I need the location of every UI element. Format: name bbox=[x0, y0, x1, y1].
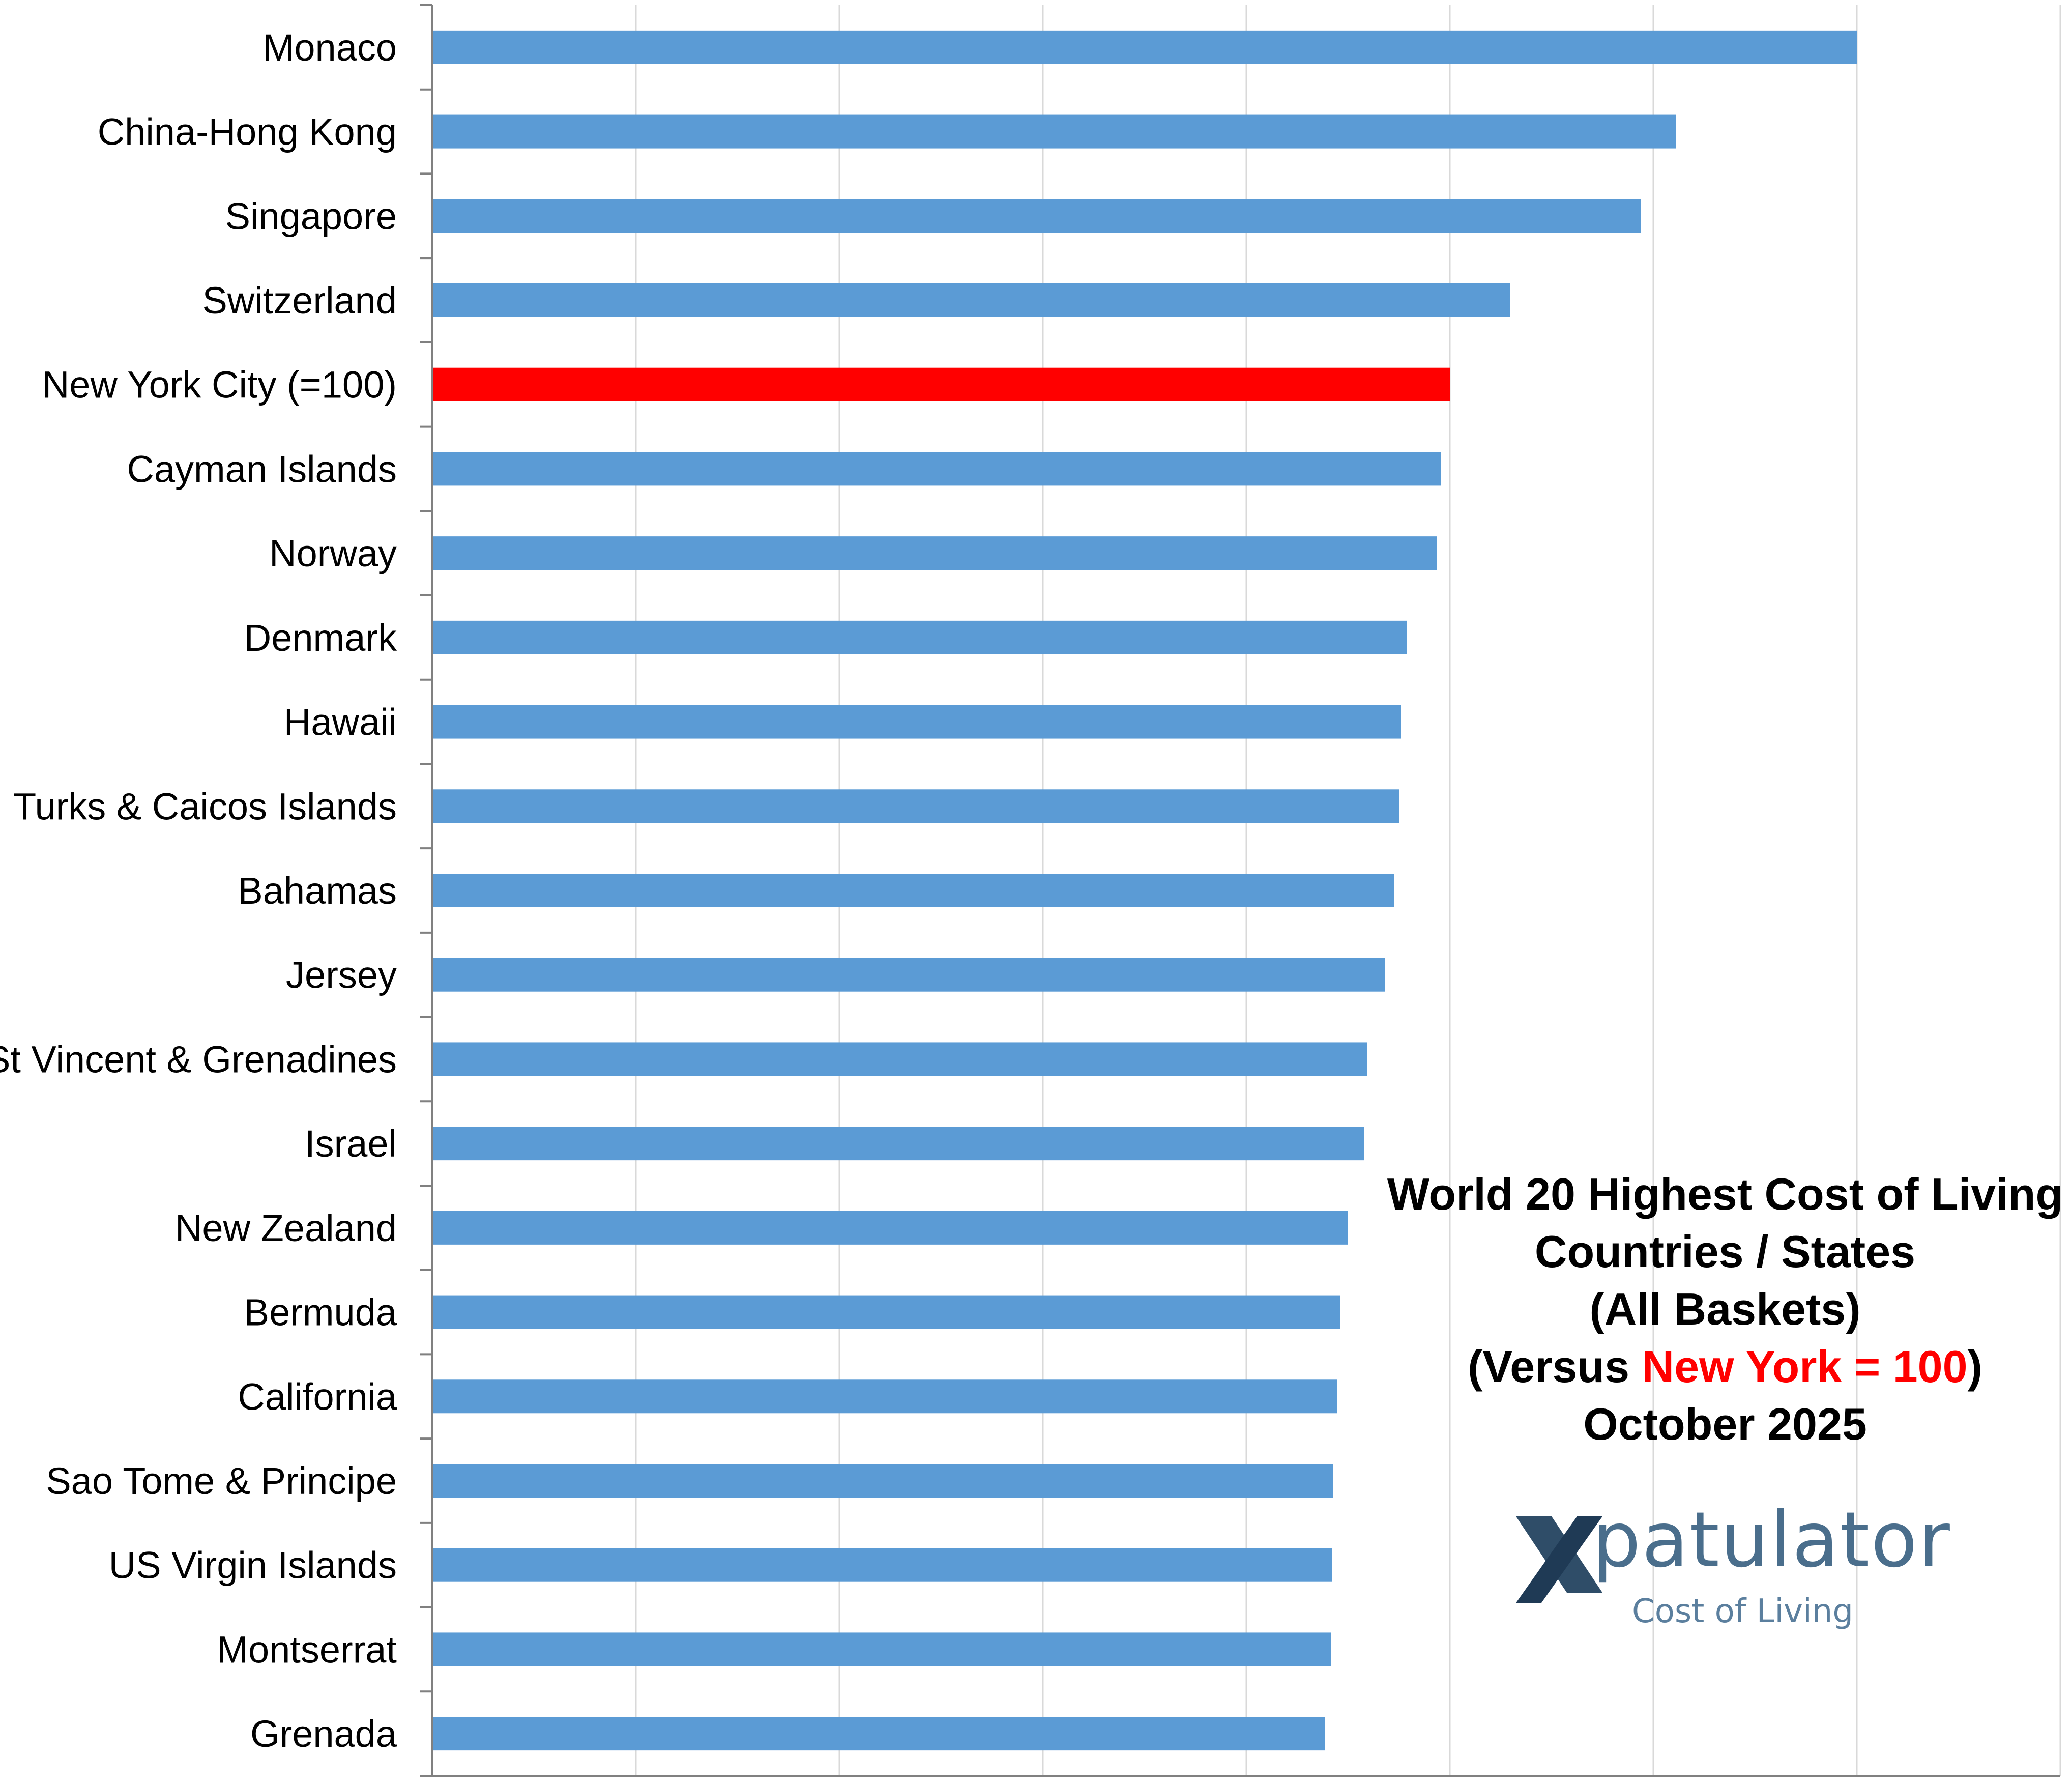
logo-tagline: Cost of Living bbox=[1632, 1593, 1853, 1630]
title-text: (All Baskets) bbox=[1589, 1284, 1861, 1334]
bar bbox=[433, 367, 1450, 401]
category-label: Monaco bbox=[263, 26, 397, 69]
bar bbox=[433, 452, 1441, 486]
category-label: Turks & Caicos Islands bbox=[13, 785, 397, 827]
logo-wordmark: patulator bbox=[1592, 1496, 1951, 1585]
category-label: Bermuda bbox=[244, 1291, 397, 1334]
title-highlight: New York = 100 bbox=[1642, 1341, 1968, 1392]
title-line: World 20 Highest Cost of Living bbox=[1331, 1165, 2072, 1223]
bar bbox=[433, 620, 1407, 654]
category-label: Grenada bbox=[250, 1713, 397, 1755]
title-text: Countries / States bbox=[1534, 1226, 1916, 1277]
chart-title: World 20 Highest Cost of Living Countries… bbox=[1331, 1165, 2072, 1453]
bar bbox=[433, 283, 1510, 317]
xpatulator-logo: patulator Cost of Living bbox=[1506, 1496, 1964, 1649]
title-text: ) bbox=[1967, 1341, 1982, 1392]
category-label: New York City (=100) bbox=[42, 364, 397, 406]
bar bbox=[433, 789, 1399, 823]
category-label: St Vincent & Grenadines bbox=[0, 1038, 397, 1080]
category-label: Montserrat bbox=[217, 1628, 397, 1671]
title-text: World 20 Highest Cost of Living bbox=[1387, 1169, 2063, 1219]
title-line: Countries / States bbox=[1331, 1223, 2072, 1280]
category-label: Jersey bbox=[286, 954, 397, 996]
bar bbox=[433, 1548, 1332, 1582]
bar bbox=[433, 536, 1437, 570]
bar bbox=[433, 1127, 1364, 1161]
category-label: California bbox=[238, 1375, 397, 1418]
title-line: October 2025 bbox=[1331, 1395, 2072, 1453]
category-label: China-Hong Kong bbox=[98, 111, 397, 153]
bar bbox=[433, 199, 1641, 233]
bar bbox=[433, 1464, 1333, 1498]
category-label: Norway bbox=[269, 532, 397, 574]
bar bbox=[433, 1379, 1337, 1414]
title-text: October 2025 bbox=[1583, 1399, 1867, 1449]
category-label: US Virgin Islands bbox=[109, 1544, 397, 1587]
category-label: Cayman Islands bbox=[127, 448, 397, 490]
category-label: Switzerland bbox=[202, 279, 397, 322]
bar bbox=[433, 874, 1394, 907]
bar bbox=[433, 1717, 1325, 1751]
bar bbox=[433, 1295, 1340, 1329]
bar bbox=[433, 114, 1676, 149]
bar bbox=[433, 705, 1401, 739]
category-label: Bahamas bbox=[238, 870, 397, 912]
title-line: (All Baskets) bbox=[1331, 1280, 2072, 1338]
bar bbox=[433, 1211, 1348, 1245]
title-text: (Versus bbox=[1468, 1341, 1642, 1392]
x-logo-icon bbox=[1516, 1516, 1602, 1603]
category-label: Denmark bbox=[244, 617, 397, 659]
bar bbox=[433, 1632, 1331, 1666]
bar bbox=[433, 958, 1385, 992]
category-label: New Zealand bbox=[175, 1207, 397, 1249]
bar bbox=[433, 30, 1857, 64]
title-line: (Versus New York = 100) bbox=[1331, 1338, 2072, 1395]
category-label: Sao Tome & Principe bbox=[46, 1460, 397, 1502]
bar bbox=[433, 1042, 1367, 1076]
category-label: Israel bbox=[305, 1123, 397, 1165]
category-label: Singapore bbox=[225, 195, 397, 237]
category-label: Hawaii bbox=[284, 701, 397, 743]
